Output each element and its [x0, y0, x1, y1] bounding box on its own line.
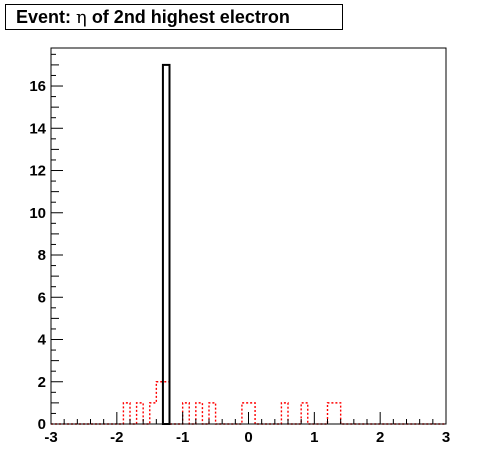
x-tick-label: 2: [376, 429, 384, 446]
red-bin-0: [123, 403, 130, 424]
y-tick-label: 2: [38, 374, 46, 391]
y-tick-label: 12: [29, 163, 46, 180]
red-bin-9: [249, 403, 256, 424]
x-tick-label: 3: [442, 429, 450, 446]
axes: [50, 47, 447, 425]
y-tick-label: 10: [29, 205, 46, 222]
y-tick-label: 8: [38, 247, 46, 264]
red-bin-13: [334, 403, 341, 424]
red-bin-10: [281, 403, 288, 424]
x-tick-label: -3: [44, 429, 57, 446]
x-tick-label: -2: [110, 429, 123, 446]
x-tick-label: 1: [310, 429, 318, 446]
black-solid-series: [161, 63, 171, 426]
y-tick-label: 0: [38, 416, 46, 433]
x-tick-label: -1: [176, 429, 189, 446]
red-bin-6: [196, 403, 203, 424]
y-tick-label: 14: [29, 120, 46, 137]
y-tick-label: 4: [38, 332, 47, 349]
y-tick-label: 6: [38, 289, 46, 306]
red-bin-2: [150, 403, 157, 424]
red-bin-8: [242, 403, 249, 424]
title-prefix: Event:: [16, 7, 77, 27]
chart-title: Event: η of 2nd highest electron: [5, 4, 343, 30]
red-bin-5: [183, 403, 190, 424]
black-bin-0: [161, 63, 171, 426]
plot-frame: [50, 47, 447, 425]
x-tick-label: 0: [244, 429, 252, 446]
y-tick-label: 16: [29, 78, 46, 95]
red-bin-12: [328, 403, 335, 424]
red-bin-1: [137, 403, 144, 424]
red-bin-7: [209, 403, 216, 424]
title-eta-symbol: η: [76, 7, 87, 28]
red-bin-11: [301, 403, 308, 424]
title-suffix: of 2nd highest electron: [86, 7, 290, 27]
